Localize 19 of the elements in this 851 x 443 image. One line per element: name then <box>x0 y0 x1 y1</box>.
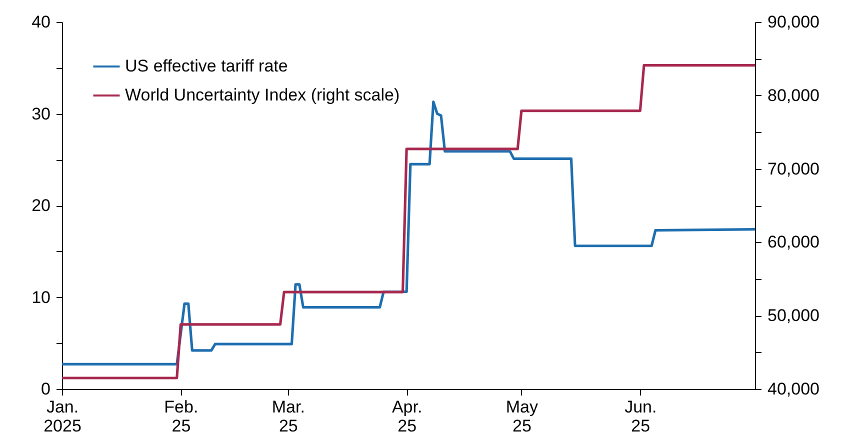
y2-tick-label: 60,000 <box>768 232 820 252</box>
legend-label: US effective tariff rate <box>125 56 288 76</box>
y2-tick-label: 80,000 <box>768 86 820 105</box>
x-tick-label: May 25 <box>506 398 538 436</box>
y2-tick-label: 90,000 <box>768 12 820 32</box>
y-tick-label: 0 <box>41 380 50 398</box>
x-tick-label: Feb. 25 <box>164 398 198 436</box>
y2-tick-label: 40,000 <box>768 380 820 398</box>
y-tick-label: 20 <box>32 196 50 215</box>
x-tick-label: Jan. 2025 <box>44 398 82 436</box>
x-tick-label: Apr. 25 <box>392 398 422 436</box>
y-tick-label: 30 <box>32 104 50 124</box>
x-tick-label: Mar. 25 <box>272 398 305 436</box>
y2-tick-label: 50,000 <box>768 306 820 326</box>
y-tick-label: 10 <box>32 288 50 307</box>
x-tick-label: Jun. 25 <box>624 398 657 436</box>
y-tick-label: 40 <box>32 12 50 32</box>
y2-tick-label: 70,000 <box>768 159 820 178</box>
legend-label: World Uncertainty Index (right scale) <box>125 86 400 104</box>
